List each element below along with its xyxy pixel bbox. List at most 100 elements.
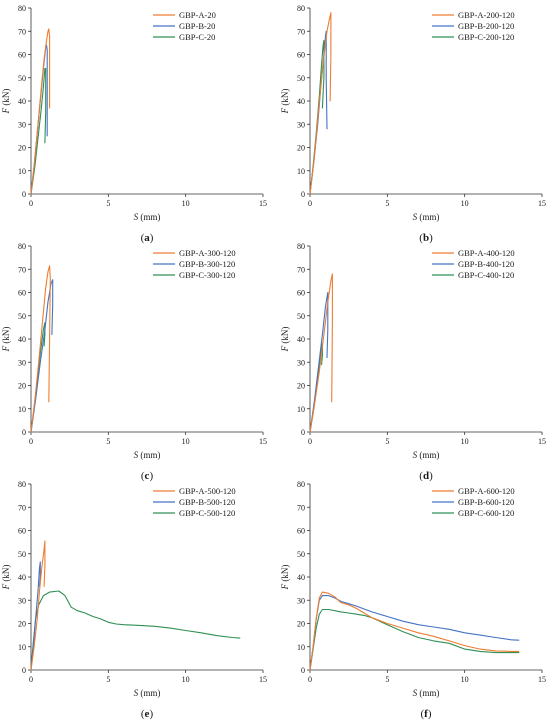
y-tick-label: 10 bbox=[18, 405, 26, 414]
y-tick-label: 10 bbox=[18, 643, 26, 652]
y-tick-label: 50 bbox=[297, 312, 305, 321]
panel-label: (d) bbox=[419, 470, 433, 482]
x-tick-label: 10 bbox=[182, 199, 190, 208]
chart-panel-d: 0 10 20 30 40 50 60 70 80 0 5 10 15 S (mm) F (kN) GBP-A… bbox=[280, 242, 546, 482]
legend-label: GBP-C-500-120 bbox=[179, 508, 235, 518]
y-tick-label: 40 bbox=[297, 335, 305, 344]
y-tick-label: 50 bbox=[18, 312, 26, 321]
legend-label: GBP-A-400-120 bbox=[458, 248, 515, 258]
y-tick-label: 40 bbox=[18, 573, 26, 582]
legend-label: GBP-C-200-120 bbox=[458, 32, 514, 42]
legend-label: GBP-B-500-120 bbox=[179, 497, 235, 507]
legend-label: GBP-C-20 bbox=[179, 32, 215, 42]
x-tick-label: 15 bbox=[259, 437, 267, 446]
y-tick-label: 60 bbox=[297, 51, 305, 60]
panel-label-part: ) bbox=[149, 708, 153, 720]
panel-label-part: f bbox=[424, 708, 428, 720]
y-tick-label: 70 bbox=[18, 503, 26, 512]
panel-label-part: c bbox=[145, 470, 150, 482]
series-line-gbp-a-500-120 bbox=[30, 540, 46, 671]
y-axis-unit: (kN) bbox=[1, 327, 11, 346]
x-tick-label: 0 bbox=[308, 675, 312, 684]
panel-label-part: ( bbox=[141, 708, 145, 720]
y-tick-label: 0 bbox=[301, 428, 305, 437]
y-axis-title: F (kN) bbox=[1, 89, 11, 115]
y-tick-label: 20 bbox=[18, 382, 26, 391]
y-axis-title: F (kN) bbox=[1, 565, 11, 591]
y-tick-label: 30 bbox=[18, 358, 26, 367]
y-tick-label: 40 bbox=[297, 97, 305, 106]
y-tick-label: 80 bbox=[18, 480, 26, 489]
y-tick-label: 20 bbox=[297, 620, 305, 629]
y-tick-label: 20 bbox=[18, 144, 26, 153]
panel-label-part: ( bbox=[420, 708, 424, 720]
x-tick-label: 0 bbox=[308, 437, 312, 446]
panel-label: (c) bbox=[141, 470, 154, 482]
x-axis-title: S (mm) bbox=[413, 450, 440, 460]
chart-panel-e: 0 10 20 30 40 50 60 70 80 0 5 10 15 S (mm) F (kN) GBP-A… bbox=[1, 480, 267, 720]
x-tick-label: 0 bbox=[308, 199, 312, 208]
y-tick-label: 10 bbox=[297, 167, 305, 176]
x-tick-label: 10 bbox=[182, 675, 190, 684]
x-axis-unit: (mm) bbox=[417, 212, 439, 222]
y-tick-label: 30 bbox=[18, 120, 26, 129]
panel-label-part: ( bbox=[419, 470, 423, 482]
y-tick-label: 30 bbox=[18, 596, 26, 605]
panel-label-part: ) bbox=[429, 232, 433, 244]
x-tick-label: 5 bbox=[385, 675, 389, 684]
y-axis-variable: F bbox=[280, 107, 290, 114]
series-line-gbp-a-400-120 bbox=[309, 273, 333, 433]
legend-label: GBP-B-200-120 bbox=[458, 21, 514, 31]
panel-label-part: ) bbox=[428, 708, 432, 720]
y-tick-label: 60 bbox=[297, 527, 305, 536]
x-axis-variable: S bbox=[413, 450, 418, 460]
legend-label: GBP-C-600-120 bbox=[458, 508, 514, 518]
x-axis-variable: S bbox=[134, 688, 139, 698]
x-tick-label: 0 bbox=[29, 437, 33, 446]
x-tick-label: 15 bbox=[259, 199, 267, 208]
y-tick-label: 50 bbox=[297, 550, 305, 559]
y-tick-label: 80 bbox=[18, 242, 26, 251]
x-axis-unit: (mm) bbox=[138, 450, 160, 460]
x-tick-label: 15 bbox=[259, 675, 267, 684]
y-tick-label: 10 bbox=[297, 643, 305, 652]
x-tick-label: 5 bbox=[106, 675, 110, 684]
series-line-gbp-c-500-120 bbox=[30, 590, 241, 671]
x-axis-title: S (mm) bbox=[413, 688, 440, 698]
y-axis-variable: F bbox=[1, 583, 11, 590]
legend-label: GBP-A-300-120 bbox=[179, 248, 236, 258]
y-tick-label: 40 bbox=[297, 573, 305, 582]
x-tick-label: 0 bbox=[29, 199, 33, 208]
x-axis-unit: (mm) bbox=[417, 450, 439, 460]
y-tick-label: 50 bbox=[18, 550, 26, 559]
y-tick-label: 80 bbox=[18, 4, 26, 13]
y-axis-unit: (kN) bbox=[1, 89, 11, 108]
x-axis-title: S (mm) bbox=[134, 212, 161, 222]
y-tick-label: 80 bbox=[297, 4, 305, 13]
x-axis-unit: (mm) bbox=[417, 688, 439, 698]
panel-label-part: b bbox=[423, 232, 429, 244]
panel-label-part: e bbox=[145, 708, 150, 720]
y-tick-label: 20 bbox=[297, 382, 305, 391]
x-tick-label: 10 bbox=[461, 437, 469, 446]
series-line-gbp-b-500-120 bbox=[30, 561, 41, 671]
y-tick-label: 40 bbox=[18, 97, 26, 106]
y-tick-label: 0 bbox=[22, 428, 26, 437]
chart-panel-c: 0 10 20 30 40 50 60 70 80 0 5 10 15 S (mm) F (kN) GBP-A… bbox=[1, 242, 267, 482]
x-tick-label: 15 bbox=[538, 199, 546, 208]
y-tick-label: 0 bbox=[22, 666, 26, 675]
y-tick-label: 60 bbox=[297, 289, 305, 298]
legend-label: GBP-A-500-120 bbox=[179, 486, 236, 496]
x-axis-variable: S bbox=[134, 212, 139, 222]
x-axis-variable: S bbox=[134, 450, 139, 460]
y-axis-unit: (kN) bbox=[280, 89, 290, 108]
series-line-gbp-b-600-120 bbox=[309, 595, 520, 671]
y-tick-label: 10 bbox=[297, 405, 305, 414]
panel-label-part: ( bbox=[141, 232, 145, 244]
y-axis-title: F (kN) bbox=[280, 89, 290, 115]
panel-label-part: d bbox=[423, 470, 429, 482]
y-tick-label: 70 bbox=[297, 265, 305, 274]
legend-label: GBP-B-20 bbox=[179, 21, 215, 31]
panel-label-part: ) bbox=[429, 470, 433, 482]
